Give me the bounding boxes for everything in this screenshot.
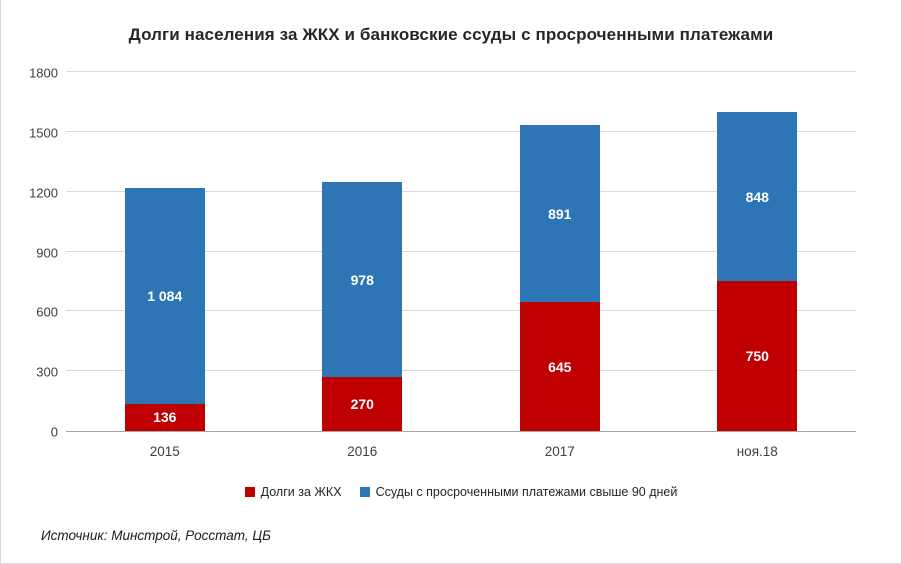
gridline xyxy=(66,250,856,252)
bar-segment-zhkh: 750 xyxy=(717,281,798,431)
legend-item-zhkh: Долги за ЖКХ xyxy=(244,485,342,499)
bar-segment-zhkh: 645 xyxy=(519,302,600,431)
legend: Долги за ЖКХ Ссуды с просроченными плате… xyxy=(66,485,856,499)
legend-swatch-blue xyxy=(359,487,370,497)
y-axis-tick-label: 0 xyxy=(50,424,58,440)
source-note: Источник: Минстрой, Росстат, ЦБ xyxy=(41,528,271,543)
x-axis-category-label: 2017 xyxy=(544,444,575,459)
bar-value-label: 848 xyxy=(745,188,769,205)
y-axis-tick-label: 600 xyxy=(36,304,58,320)
bar-value-label: 978 xyxy=(350,271,374,288)
bar-value-label: 136 xyxy=(153,409,177,426)
legend-label-loans: Ссуды с просроченными платежами свыше 90… xyxy=(375,485,678,499)
plot-area: 136 1 084 270 978 645 891 750 848 xyxy=(66,71,856,432)
bar-segment-zhkh: 136 xyxy=(124,403,205,431)
bar-value-label: 270 xyxy=(350,396,374,413)
y-axis-tick-label: 1500 xyxy=(29,125,58,141)
y-axis-tick-label: 300 xyxy=(36,364,58,380)
bar-segment-loans: 978 xyxy=(322,182,403,378)
bar-segment-loans: 848 xyxy=(717,112,798,282)
y-axis-tick-label: 1800 xyxy=(29,65,58,81)
legend-item-loans: Ссуды с просроченными платежами свыше 90… xyxy=(359,485,678,499)
bar-value-label: 645 xyxy=(548,358,572,375)
bar-group: 750 848 xyxy=(717,73,798,431)
y-axis-tick-label: 900 xyxy=(36,245,58,260)
x-axis-category-label: 2016 xyxy=(347,444,378,459)
x-axis-category-label: 2015 xyxy=(149,444,180,459)
bar-segment-loans: 1 084 xyxy=(124,187,205,404)
bar-value-label: 1 084 xyxy=(147,287,183,304)
x-axis-category-label: ноя.18 xyxy=(736,444,778,459)
bar-group: 270 978 xyxy=(322,73,403,431)
bar-value-label: 750 xyxy=(745,348,769,365)
gridline xyxy=(66,130,856,132)
gridline xyxy=(66,310,856,312)
legend-swatch-red xyxy=(244,487,255,497)
y-axis-tick-label: 1200 xyxy=(29,185,58,201)
legend-label-zhkh: Долги за ЖКХ xyxy=(260,485,342,499)
bar-segment-zhkh: 270 xyxy=(322,377,403,431)
chart-title: Долги населения за ЖКХ и банковские ссуд… xyxy=(128,25,774,44)
bar-segment-loans: 891 xyxy=(519,124,600,303)
bar-group: 645 891 xyxy=(519,73,600,431)
bar-group: 136 1 084 xyxy=(124,73,205,431)
gridline xyxy=(66,370,856,372)
gridline xyxy=(66,71,856,72)
bar-value-label: 891 xyxy=(548,205,572,222)
gridline xyxy=(66,190,856,192)
